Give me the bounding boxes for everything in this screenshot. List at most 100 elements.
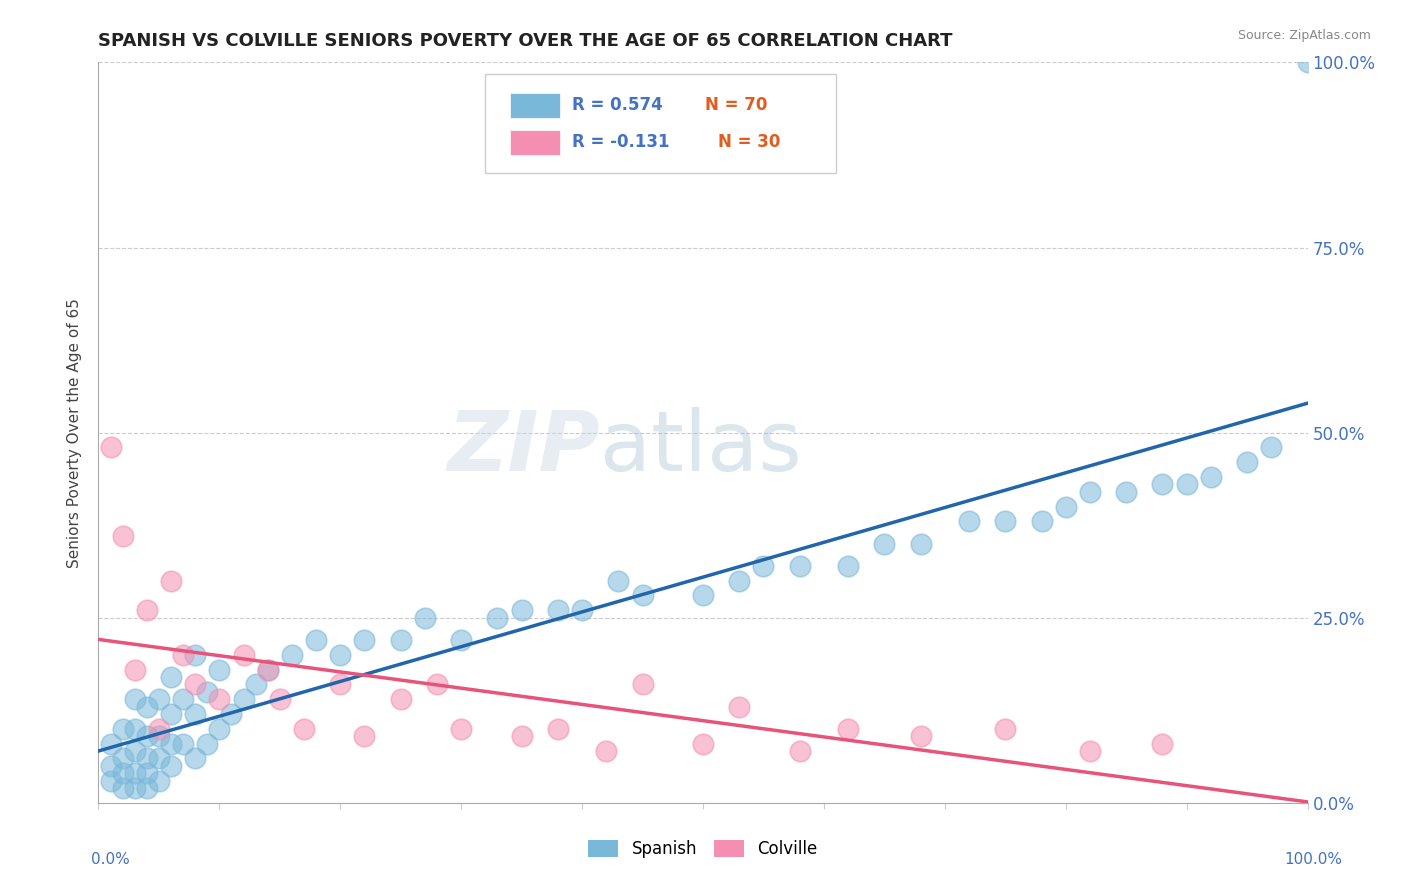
Point [172,648,194,662]
Point [910,536,932,550]
Point [994,515,1017,529]
Point [148,751,170,765]
Point [450,632,472,647]
Point [789,744,811,758]
Point [172,737,194,751]
Point [281,648,304,662]
Point [692,589,714,603]
Point [135,780,157,795]
Point [837,558,859,573]
Point [692,737,714,751]
Point [413,610,436,624]
Point [1175,477,1198,491]
Legend: Spanish, Colville: Spanish, Colville [582,833,824,865]
Point [957,515,980,529]
Point [184,677,207,691]
Point [1199,470,1222,484]
Point [208,692,231,706]
Point [1078,744,1101,758]
Point [353,729,375,743]
Point [256,663,278,677]
Point [100,737,122,751]
Point [184,706,207,721]
Point [111,780,134,795]
Point [172,692,194,706]
Point [269,692,291,706]
Point [450,722,472,736]
Point [135,603,157,617]
Point [111,529,134,543]
Point [135,766,157,780]
Point [389,692,412,706]
Point [329,677,352,691]
Point [510,603,533,617]
Point [389,632,412,647]
Point [100,773,122,788]
Point [486,610,509,624]
Point [124,744,146,758]
Point [547,603,569,617]
Point [510,729,533,743]
Point [631,589,654,603]
Point [1152,477,1174,491]
Point [752,558,775,573]
Point [910,729,932,743]
Text: 100.0%: 100.0% [1285,852,1343,867]
Point [1054,500,1077,514]
Point [547,722,569,736]
Point [256,663,278,677]
Text: Source: ZipAtlas.com: Source: ZipAtlas.com [1237,29,1371,42]
Y-axis label: Seniors Poverty Over the Age of 65: Seniors Poverty Over the Age of 65 [67,298,83,567]
FancyBboxPatch shape [509,130,561,155]
Point [245,677,267,691]
Point [148,729,170,743]
FancyBboxPatch shape [485,73,837,173]
Point [208,722,231,736]
Point [135,751,157,765]
Text: R = 0.574: R = 0.574 [572,96,664,114]
Text: ZIP: ZIP [447,407,600,488]
Point [135,729,157,743]
Point [292,722,315,736]
Point [1260,441,1282,455]
Point [873,536,896,550]
Point [571,603,593,617]
Point [607,574,630,588]
Point [124,766,146,780]
Point [160,737,183,751]
Point [148,692,170,706]
Point [160,670,183,684]
Point [135,699,157,714]
Point [195,685,218,699]
Point [124,722,146,736]
Point [631,677,654,691]
Point [232,692,254,706]
Text: N = 30: N = 30 [717,134,780,152]
Point [728,574,751,588]
Point [148,722,170,736]
Point [124,692,146,706]
Point [728,699,751,714]
Point [1152,737,1174,751]
Text: 0.0%: 0.0% [91,852,131,867]
FancyBboxPatch shape [509,93,561,118]
Point [195,737,218,751]
Point [184,648,207,662]
Point [124,780,146,795]
Point [221,706,243,721]
Point [160,706,183,721]
Point [1078,484,1101,499]
Text: SPANISH VS COLVILLE SENIORS POVERTY OVER THE AGE OF 65 CORRELATION CHART: SPANISH VS COLVILLE SENIORS POVERTY OVER… [98,32,953,50]
Point [353,632,375,647]
Point [789,558,811,573]
Text: atlas: atlas [600,407,801,488]
Point [1236,455,1258,469]
Text: N = 70: N = 70 [706,96,768,114]
Point [160,758,183,772]
Point [1031,515,1053,529]
Point [305,632,328,647]
Point [111,722,134,736]
Point [837,722,859,736]
Point [184,751,207,765]
Point [124,663,146,677]
